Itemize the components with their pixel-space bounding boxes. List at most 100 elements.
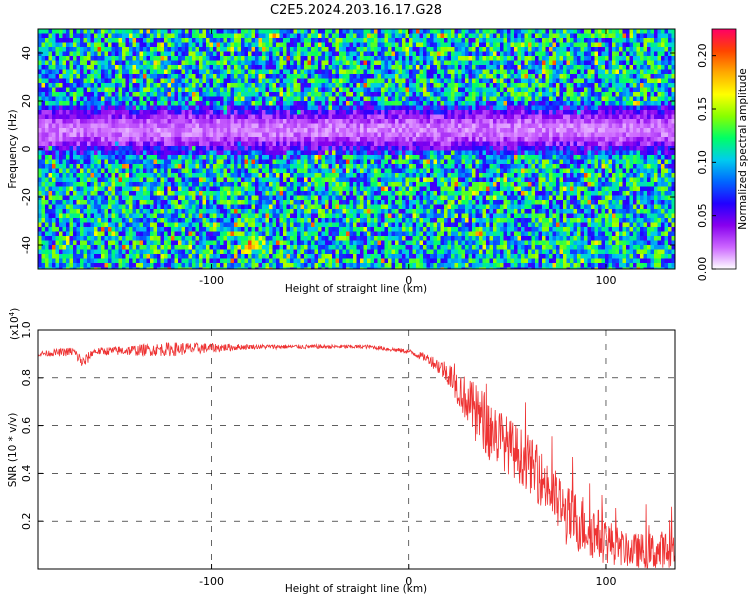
heatmap-cell bbox=[479, 38, 483, 43]
heatmap-cell bbox=[633, 96, 637, 102]
heatmap-cell bbox=[409, 105, 413, 111]
heatmap-cell bbox=[461, 96, 466, 102]
heatmap-cell bbox=[157, 33, 161, 39]
heatmap-cell bbox=[664, 132, 669, 138]
heatmap-cell bbox=[118, 42, 123, 48]
heatmap-cell bbox=[115, 123, 119, 129]
heatmap-cell bbox=[213, 110, 217, 115]
heatmap-cell bbox=[94, 47, 98, 52]
heatmap-cell bbox=[202, 137, 207, 142]
heatmap-cell bbox=[171, 87, 175, 93]
heatmap-cell bbox=[206, 87, 210, 93]
heatmap-cell bbox=[241, 105, 245, 111]
heatmap-cell bbox=[423, 110, 427, 115]
heatmap-cell bbox=[388, 101, 392, 106]
heatmap-cell bbox=[584, 137, 588, 142]
heatmap-cell bbox=[381, 78, 385, 84]
heatmap-cell bbox=[563, 78, 567, 84]
heatmap-cell bbox=[97, 137, 102, 142]
heatmap-cell bbox=[356, 42, 361, 48]
heatmap-cell bbox=[535, 146, 539, 151]
heatmap-cell bbox=[276, 33, 280, 39]
heatmap-cell bbox=[405, 101, 410, 106]
heatmap-cell bbox=[69, 101, 74, 106]
heatmap-cell bbox=[339, 51, 343, 57]
heatmap-cell bbox=[202, 51, 207, 57]
heatmap-cell bbox=[55, 110, 60, 115]
heatmap-cell bbox=[444, 110, 448, 115]
heatmap-cell bbox=[339, 146, 343, 151]
heatmap-cell bbox=[38, 119, 42, 124]
heatmap-cell bbox=[290, 69, 294, 75]
heatmap-cell bbox=[230, 92, 235, 97]
heatmap-cell bbox=[122, 114, 126, 120]
heatmap-cell bbox=[629, 132, 634, 138]
heatmap-cell bbox=[234, 146, 238, 151]
heatmap-cell bbox=[402, 101, 406, 106]
heatmap-cell bbox=[566, 60, 571, 66]
heatmap-cell bbox=[437, 137, 441, 142]
heatmap-cell bbox=[356, 51, 361, 57]
heatmap-cell bbox=[510, 60, 515, 66]
heatmap-cell bbox=[559, 132, 564, 138]
heatmap-cell bbox=[328, 60, 333, 66]
heatmap-cell bbox=[41, 128, 46, 133]
heatmap-cell bbox=[402, 42, 406, 48]
heatmap-cell bbox=[521, 69, 525, 75]
heatmap-cell bbox=[87, 51, 91, 57]
heatmap-cell bbox=[556, 33, 560, 39]
heatmap-cell bbox=[248, 69, 252, 75]
heatmap-cell bbox=[230, 47, 235, 52]
heatmap-cell bbox=[419, 123, 424, 129]
heatmap-cell bbox=[402, 105, 406, 111]
heatmap-cell bbox=[80, 56, 84, 61]
heatmap-cell bbox=[80, 146, 84, 151]
heatmap-cell bbox=[111, 123, 116, 129]
heatmap-cell bbox=[671, 51, 675, 57]
heatmap-cell bbox=[416, 33, 420, 39]
heatmap-cell bbox=[398, 47, 403, 52]
heatmap-cell bbox=[465, 110, 469, 115]
heatmap-cell bbox=[622, 132, 627, 138]
heatmap-cell bbox=[276, 69, 280, 75]
heatmap-cell bbox=[87, 38, 91, 43]
heatmap-cell bbox=[549, 141, 553, 147]
heatmap-cell bbox=[230, 78, 235, 84]
heatmap-cell bbox=[286, 51, 291, 57]
heatmap-cell bbox=[556, 87, 560, 93]
heatmap-cell bbox=[94, 132, 98, 138]
heatmap-cell bbox=[353, 56, 357, 61]
heatmap-cell bbox=[598, 29, 602, 34]
heatmap-cell bbox=[290, 141, 294, 147]
heatmap-cell bbox=[115, 110, 119, 115]
heatmap-cell bbox=[286, 119, 291, 124]
heatmap-cell bbox=[605, 146, 609, 151]
heatmap-cell bbox=[570, 38, 574, 43]
heatmap-cell bbox=[237, 74, 242, 79]
heatmap-cell bbox=[318, 128, 322, 133]
heatmap-cell bbox=[489, 83, 494, 88]
heatmap-cell bbox=[538, 60, 543, 66]
heatmap-cell bbox=[542, 119, 546, 124]
heatmap-cell bbox=[290, 83, 294, 88]
heatmap-cell bbox=[640, 74, 644, 79]
heatmap-cell bbox=[577, 114, 581, 120]
heatmap-cell bbox=[430, 128, 434, 133]
heatmap-cell bbox=[591, 110, 595, 115]
heatmap-cell bbox=[360, 132, 364, 138]
heatmap-cell bbox=[108, 105, 112, 111]
heatmap-cell bbox=[412, 78, 417, 84]
heatmap-cell bbox=[199, 146, 203, 151]
heatmap-cell bbox=[244, 141, 249, 147]
heatmap-cell bbox=[615, 101, 620, 106]
heatmap-cell bbox=[342, 47, 347, 52]
heatmap-cell bbox=[188, 119, 193, 124]
heatmap-cell bbox=[230, 74, 235, 79]
heatmap-cell bbox=[510, 87, 515, 93]
heatmap-cell bbox=[237, 96, 242, 102]
heatmap-cell bbox=[328, 110, 333, 115]
heatmap-cell bbox=[48, 123, 53, 129]
heatmap-cell bbox=[514, 74, 518, 79]
heatmap-cell bbox=[465, 119, 469, 124]
heatmap-cell bbox=[556, 110, 560, 115]
